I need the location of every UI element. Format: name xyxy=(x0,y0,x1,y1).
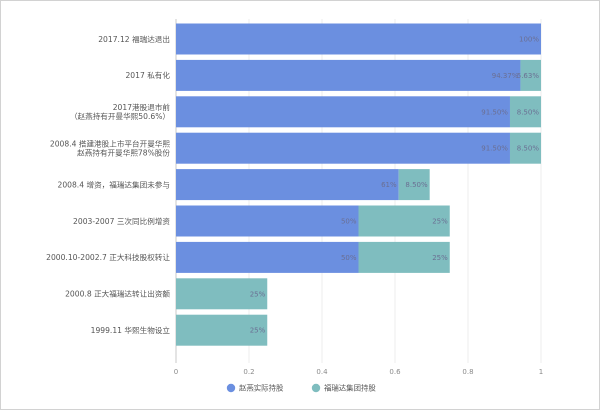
bar-segment xyxy=(176,23,541,55)
category-label: 2003-2007 三次同比例增资 xyxy=(73,216,170,226)
data-label: 8.50% xyxy=(517,145,540,153)
category-label: 2017港股退市前 xyxy=(113,102,171,112)
data-label: 61% xyxy=(381,181,397,189)
x-tick-label: 0.6 xyxy=(389,368,401,376)
bar-segment xyxy=(358,241,450,273)
bar-segment xyxy=(398,169,430,201)
data-label: 8.50% xyxy=(405,181,428,189)
x-tick-label: 0.2 xyxy=(243,368,254,376)
data-label: 50% xyxy=(341,218,357,226)
legend-label: 赵燕实际持股 xyxy=(239,384,284,393)
bar-segment xyxy=(176,132,510,164)
bar-segment xyxy=(520,59,541,91)
data-label: 91.50% xyxy=(481,108,508,116)
data-label: 50% xyxy=(341,254,357,262)
category-label: 2000.8 正大福瑞达转让出资额 xyxy=(65,289,170,299)
data-label: 8.50% xyxy=(517,108,540,116)
data-label: 25% xyxy=(250,327,266,335)
legend-label: 福瑞达集团持股 xyxy=(324,384,376,393)
category-label: 2008.4 增资，福瑞达集团未参与 xyxy=(57,179,170,189)
bar-segment xyxy=(176,96,510,128)
bar-segment xyxy=(176,314,268,346)
bar-segment xyxy=(176,241,359,273)
bar-segment xyxy=(358,205,450,237)
data-label: 100% xyxy=(519,36,539,44)
data-label: 5.63% xyxy=(517,72,540,80)
bar-segment xyxy=(509,96,541,128)
x-tick-label: 0 xyxy=(174,368,178,376)
legend-marker xyxy=(226,383,236,393)
x-tick-label: 0.8 xyxy=(462,368,473,376)
x-tick-label: 1 xyxy=(539,368,543,376)
bar-segment xyxy=(176,169,399,201)
category-label: 2000.10-2002.7 正大科技股权转让 xyxy=(46,252,170,262)
category-label: （赵燕持有开曼华熙50.6%） xyxy=(70,111,170,121)
category-label: 1999.11 华熙生物设立 xyxy=(91,325,171,335)
category-label: 2008.4 搭建港股上市平台开曼华熙 xyxy=(50,139,171,149)
data-label: 94.37% xyxy=(492,72,519,80)
category-label: 2017 私有化 xyxy=(125,70,170,80)
bar-segment xyxy=(509,132,541,164)
category-label: 2017.12 福瑞达退出 xyxy=(98,34,170,44)
x-tick-label: 0.4 xyxy=(316,368,328,376)
bar-segment xyxy=(176,278,268,310)
data-label: 25% xyxy=(432,254,448,262)
category-label: 赵燕持有开曼华熙78%股份 xyxy=(77,148,170,158)
data-label: 25% xyxy=(250,290,266,298)
data-label: 91.50% xyxy=(481,145,508,153)
bar-segment xyxy=(176,59,521,91)
bar-segment xyxy=(176,205,359,237)
legend-marker xyxy=(311,383,321,393)
data-label: 25% xyxy=(432,218,448,226)
